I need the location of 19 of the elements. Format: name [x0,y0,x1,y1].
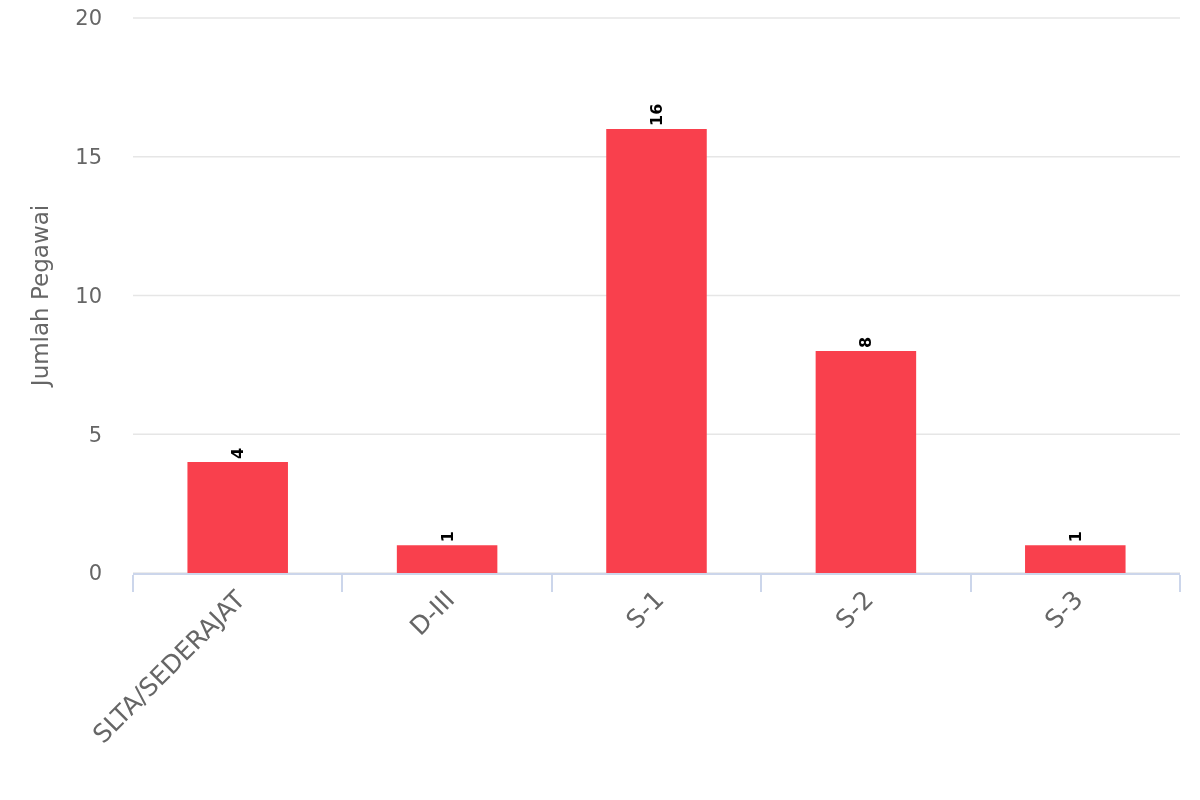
x-tick-label: S-2 [829,584,879,635]
data-label: 8 [856,336,876,348]
data-label: 16 [647,103,666,126]
y-tick-label: 20 [75,6,102,31]
y-axis-title: Jumlah Pegawai [26,204,53,389]
bar [1025,545,1126,573]
y-tick-label: 5 [88,422,102,447]
x-tick-label: S-1 [620,584,670,635]
data-label: 1 [1065,531,1085,543]
y-tick-label: 15 [75,145,102,170]
bar [396,545,498,573]
bar [815,351,917,573]
bar [606,129,707,573]
y-tick-label: 0 [88,561,102,586]
x-tick-label: S-3 [1039,584,1089,635]
bar [187,462,288,573]
y-tick-label: 10 [75,283,102,308]
data-label: 1 [437,531,457,543]
data-label: 4 [228,447,248,459]
